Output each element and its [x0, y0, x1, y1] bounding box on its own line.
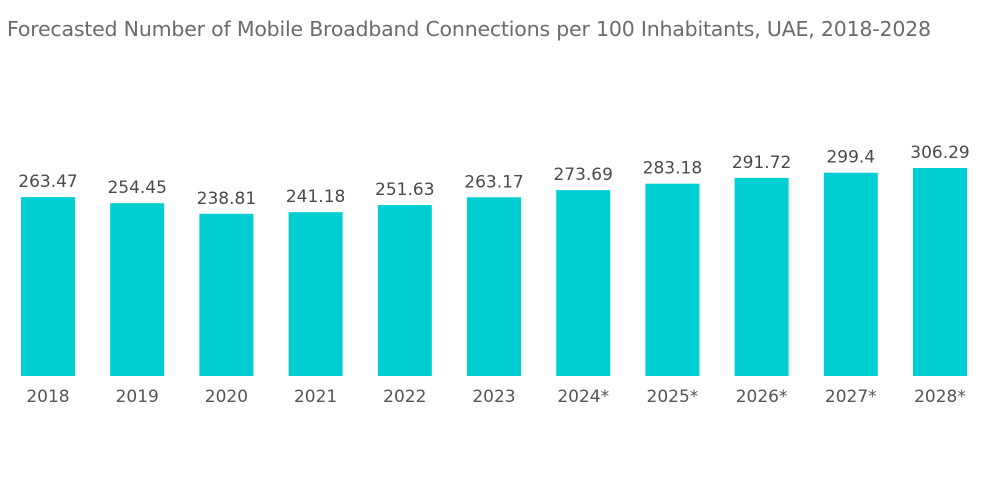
bar-2024	[556, 190, 611, 376]
x-tick-label: 2019	[116, 387, 159, 407]
value-label: 291.72	[732, 153, 791, 173]
bar-2026	[734, 177, 789, 376]
x-tick-label: 2028*	[914, 387, 966, 407]
bar-2027	[823, 172, 878, 376]
value-label: 254.45	[107, 178, 166, 198]
bar-2022	[377, 205, 432, 376]
bar-2028	[913, 168, 967, 376]
bars-group	[21, 168, 967, 376]
x-tick-label: 2023	[472, 387, 515, 407]
chart-title: Forecasted Number of Mobile Broadband Co…	[7, 17, 931, 41]
x-tick-label: 2021	[294, 387, 337, 407]
bar-2019	[110, 203, 165, 376]
bar-2023	[467, 197, 521, 376]
x-tick-label: 2020	[205, 387, 248, 407]
x-tick-label: 2027*	[825, 387, 877, 407]
bar-2021	[288, 212, 343, 376]
x-tick-label: 2024*	[557, 387, 609, 407]
value-label: 263.47	[18, 172, 77, 192]
x-tick-label: 2026*	[736, 387, 788, 407]
x-tick-label: 2025*	[647, 387, 699, 407]
value-label: 238.81	[197, 189, 256, 209]
x-tick-label: 2018	[26, 387, 69, 407]
bar-2018	[21, 197, 75, 376]
value-label: 273.69	[553, 165, 612, 185]
value-labels-group: 263.47 254.45 238.81 241.18 251.63 263.17 273.…	[18, 143, 969, 209]
value-label: 251.63	[375, 180, 434, 200]
x-tick-labels-group: 2018 2019 2020 2021 2022 2023 2024* 2025* 2026* 2…	[26, 387, 966, 407]
value-label: 241.18	[286, 187, 345, 207]
bar-2025	[645, 183, 700, 376]
value-label: 263.17	[464, 172, 523, 192]
x-tick-label: 2022	[383, 387, 426, 407]
value-label: 306.29	[910, 143, 969, 163]
value-label: 283.18	[643, 159, 702, 179]
bar-2020	[199, 213, 254, 376]
value-label: 299.4	[826, 148, 875, 168]
